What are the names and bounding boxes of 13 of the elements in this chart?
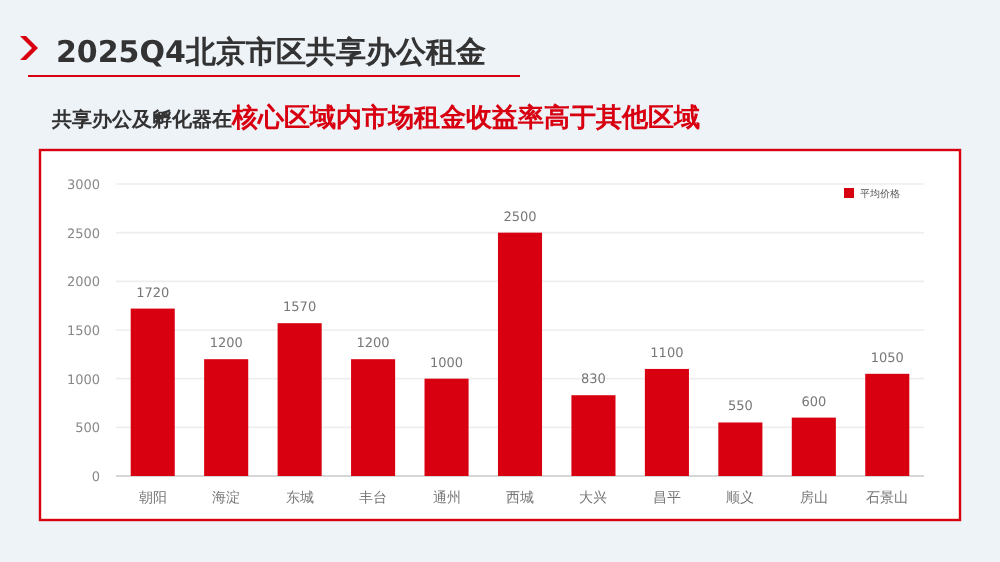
bar <box>644 368 689 476</box>
chart-subtitle: 共享办公及孵化器在核心区域内市场租金收益率高于其他区域 <box>50 102 700 134</box>
bar <box>497 232 543 476</box>
bar <box>351 359 396 476</box>
bar <box>571 395 616 476</box>
bar <box>130 308 175 476</box>
bar <box>865 373 910 476</box>
bar <box>277 323 322 476</box>
chart-title: 2025Q4北京市区共享办公租金 <box>56 34 486 70</box>
bar <box>204 359 249 476</box>
bar <box>791 417 836 476</box>
bar <box>718 422 763 476</box>
bar <box>424 378 469 476</box>
